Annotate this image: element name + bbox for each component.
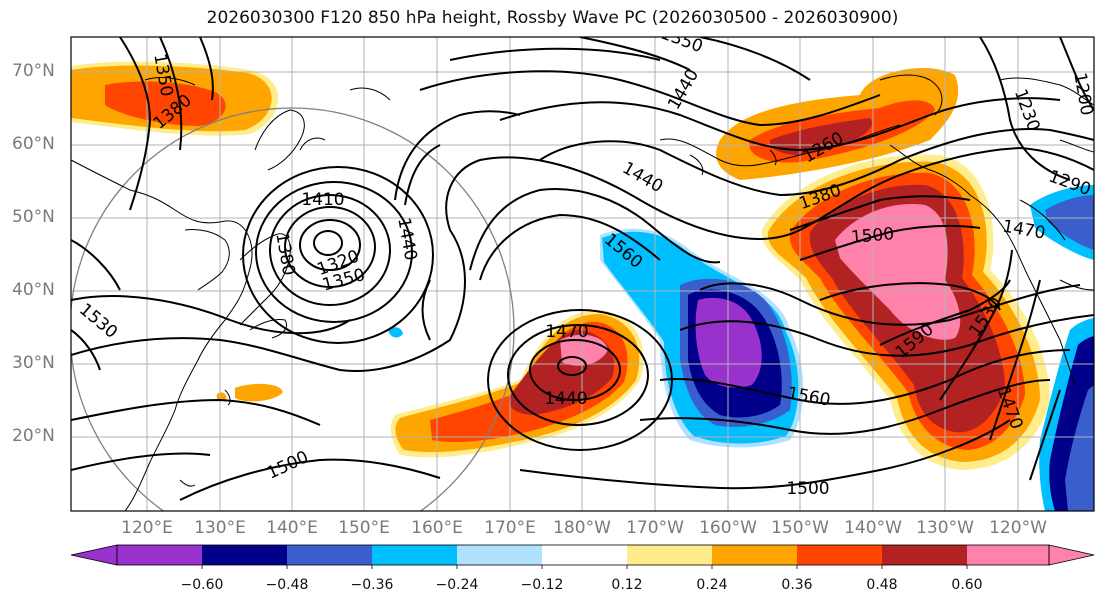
map-frame	[70, 36, 1095, 512]
colorbar-swatch	[627, 545, 712, 565]
shading-layer	[71, 61, 1094, 511]
lon-label: 170°W	[626, 518, 684, 538]
contour-label: 1440	[393, 216, 420, 262]
colorbar-swatch	[967, 545, 1049, 565]
colorbar-swatch	[372, 545, 457, 565]
contour-label: 1350	[658, 24, 705, 58]
colorbar-extend-right	[1048, 544, 1095, 566]
colorbar-swatch	[287, 545, 372, 565]
colorbar-extend-left	[70, 544, 118, 566]
contour-label: 1410	[301, 190, 344, 210]
contour-label: 1500	[850, 224, 895, 248]
shading-neg-east-blue	[1045, 195, 1094, 250]
colorbar-tick-label: −0.36	[350, 577, 394, 593]
colorbar-tick-label: −0.12	[520, 577, 564, 593]
colorbar	[70, 544, 1095, 569]
contour-label: 1500	[786, 479, 829, 499]
contour-label: 1440	[544, 389, 587, 409]
contour-label: 1530	[75, 300, 121, 343]
shading-small-orange	[235, 383, 283, 402]
coastlines	[71, 74, 1094, 511]
shading-small-orange-2	[216, 392, 227, 401]
colorbar-swatch	[457, 545, 542, 565]
colorbar-tick-label: 0.36	[781, 577, 813, 593]
colorbar-swatch	[542, 545, 627, 565]
contour-label: 1380	[271, 231, 298, 277]
shading-neg-purple	[695, 297, 762, 388]
lon-label: 120°W	[989, 518, 1047, 538]
lat-label: 40°N	[12, 280, 55, 300]
colorbar-swatch	[202, 545, 287, 565]
lat-label: 60°N	[12, 134, 55, 154]
colorbar-tick-label: −0.48	[265, 577, 309, 593]
lon-label: 130°E	[194, 518, 246, 538]
shading-small-cyan	[388, 327, 403, 338]
map-title: 2026030300 F120 850 hPa height, Rossby W…	[206, 8, 899, 28]
lon-label: 150°W	[771, 518, 829, 538]
lon-label: 180°W	[553, 518, 611, 538]
height-contours	[71, 37, 1094, 501]
contour-label: 1230	[1010, 87, 1044, 134]
lon-label: 160°E	[411, 518, 463, 538]
colorbar-tick-label: 0.12	[611, 577, 643, 593]
shading-neg-se-blue	[1065, 385, 1094, 511]
lon-label: 140°E	[266, 518, 318, 538]
contour-label: 1200	[1069, 71, 1096, 117]
colorbar-tick-label: 0.48	[866, 577, 898, 593]
colorbar-tick-label: 0.60	[951, 577, 983, 593]
shading-siberia-red	[105, 81, 226, 126]
contour-label: 1500	[264, 447, 312, 483]
colorbar-tick-label: 0.24	[696, 577, 728, 593]
lon-label: 120°E	[121, 518, 173, 538]
lat-label: 30°N	[12, 353, 55, 373]
lat-label: 70°N	[12, 61, 55, 81]
colorbar-swatch	[882, 545, 967, 565]
shading-alaska-darkred	[769, 118, 872, 155]
colorbar-tick-label: −0.60	[180, 577, 224, 593]
colorbar-swatch	[712, 545, 797, 565]
lat-label: 50°N	[12, 207, 55, 227]
lon-label: 150°E	[338, 518, 390, 538]
lon-label: 160°W	[699, 518, 757, 538]
contour-label: 1470	[545, 322, 588, 342]
lon-label: 130°W	[916, 518, 974, 538]
colorbar-outline	[116, 544, 1050, 566]
lon-label: 140°W	[844, 518, 902, 538]
gridlines	[71, 37, 1094, 511]
colorbar-tick-label: −0.24	[435, 577, 479, 593]
colorbar-swatch	[797, 545, 882, 565]
lon-label: 170°E	[484, 518, 536, 538]
lat-label: 20°N	[12, 426, 55, 446]
colorbar-swatch	[117, 545, 202, 565]
